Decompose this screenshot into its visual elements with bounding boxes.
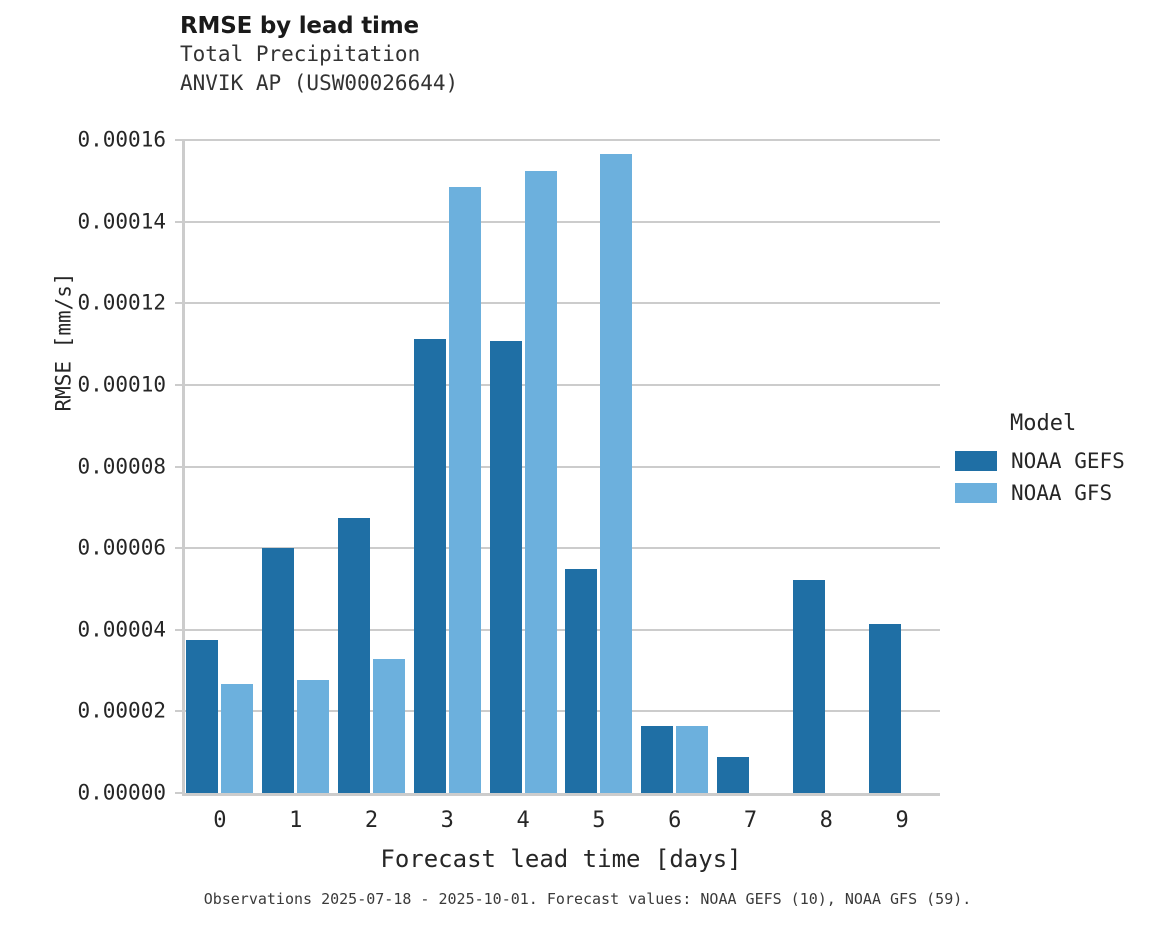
page-title: RMSE by lead time bbox=[180, 13, 419, 39]
bar-noaa-gefs-day-2[interactable] bbox=[338, 517, 370, 793]
footer-caption: Observations 2025-07-18 - 2025-10-01. Fo… bbox=[203, 890, 972, 908]
x-axis-line bbox=[182, 793, 940, 796]
x-axis-tick-label: 8 bbox=[819, 808, 833, 833]
legend-swatch-icon bbox=[955, 483, 997, 503]
x-axis-title: Forecast lead time [days] bbox=[380, 845, 742, 873]
x-axis-tick-label: 5 bbox=[592, 808, 606, 833]
plot-area bbox=[175, 139, 940, 796]
y-axis-tick-label: 0.00010 bbox=[77, 372, 166, 397]
x-axis-tick-label: 7 bbox=[743, 808, 758, 833]
x-axis-tick-label: 1 bbox=[289, 808, 303, 833]
y-axis-tick bbox=[175, 710, 182, 713]
y-axis-tick-label: 0.00014 bbox=[77, 209, 166, 234]
bar-noaa-gfs-day-3[interactable] bbox=[448, 187, 481, 793]
y-axis-tick bbox=[175, 139, 182, 141]
legend-item-label: NOAA GEFS bbox=[1011, 448, 1125, 473]
y-axis-tick-labels: 0.00016 0.00014 0.00012 0.00010 0.00008 0.000… bbox=[0, 129, 174, 803]
x-axis-tick-label: 4 bbox=[516, 808, 530, 833]
y-axis-tick-label: 0.00016 bbox=[77, 127, 166, 152]
bar-noaa-gfs-day-5[interactable] bbox=[600, 153, 633, 793]
bar-noaa-gefs-day-8[interactable] bbox=[792, 579, 825, 793]
y-axis-tick bbox=[175, 628, 182, 631]
y-axis-line bbox=[182, 139, 185, 796]
y-axis-tick bbox=[175, 547, 182, 550]
gridline bbox=[185, 628, 940, 631]
bar-noaa-gefs-day-1[interactable] bbox=[262, 548, 295, 793]
bar-noaa-gfs-day-0[interactable] bbox=[221, 684, 254, 793]
legend-item-label: NOAA GFS bbox=[1011, 480, 1113, 505]
bar-noaa-gefs-day-9[interactable] bbox=[868, 623, 901, 793]
legend-item[interactable]: NOAA GEFS bbox=[955, 446, 1175, 476]
y-axis-tick bbox=[175, 302, 182, 305]
y-axis-tick bbox=[175, 220, 182, 223]
gridline bbox=[185, 547, 940, 550]
y-axis-tick-label: 0.00006 bbox=[77, 535, 166, 560]
gridline bbox=[185, 302, 940, 305]
legend-title: Model bbox=[1010, 411, 1077, 436]
y-axis-tick bbox=[175, 383, 182, 386]
y-axis-tick-label: 0.00008 bbox=[77, 454, 166, 478]
bar-noaa-gfs-day-1[interactable] bbox=[297, 679, 330, 793]
y-axis-tick bbox=[175, 465, 182, 468]
chart-subtitle-variable: Total Precipitation bbox=[180, 42, 421, 66]
bar-noaa-gefs-day-6[interactable] bbox=[641, 726, 674, 793]
chart-subtitle-station: ANVIK AP (USW00026644) bbox=[180, 71, 459, 95]
legend: Model NOAA GEFS NOAA GFS bbox=[955, 410, 1175, 510]
x-axis-tick-label: 6 bbox=[668, 808, 682, 833]
x-axis-tick-label: 0 bbox=[213, 808, 227, 833]
bar-noaa-gefs-day-3[interactable] bbox=[413, 339, 446, 793]
legend-entries: NOAA GEFS NOAA GFS bbox=[955, 446, 1175, 508]
x-axis-tick-label: 3 bbox=[440, 808, 454, 833]
y-axis-tick bbox=[175, 792, 182, 794]
gridline bbox=[185, 220, 940, 223]
gridline bbox=[185, 465, 940, 468]
y-axis-tick-label: 0.00000 bbox=[77, 780, 166, 805]
y-axis-tick-label: 0.00004 bbox=[77, 617, 166, 642]
x-axis-tick-label: 9 bbox=[895, 808, 909, 833]
bar-noaa-gfs-day-4[interactable] bbox=[524, 171, 557, 793]
bar-noaa-gfs-day-6[interactable] bbox=[676, 725, 709, 793]
legend-swatch-icon bbox=[955, 451, 997, 471]
x-axis-tick-label: 2 bbox=[364, 808, 379, 833]
bar-noaa-gefs-day-5[interactable] bbox=[565, 568, 598, 793]
bar-noaa-gefs-day-7[interactable] bbox=[717, 757, 749, 793]
y-axis-tick-label: 0.00012 bbox=[77, 290, 166, 315]
x-axis-tick-labels: 0 1 2 3 4 5 6 7 8 9 bbox=[182, 808, 940, 838]
bar-noaa-gfs-day-2[interactable] bbox=[373, 658, 405, 793]
legend-item[interactable]: NOAA GFS bbox=[955, 478, 1175, 508]
gridline bbox=[185, 710, 940, 713]
title-block: RMSE by lead time Total Precipitation AN… bbox=[180, 12, 880, 98]
bar-noaa-gefs-day-0[interactable] bbox=[186, 639, 219, 793]
gridline bbox=[185, 383, 940, 386]
y-axis-tick-label: 0.00002 bbox=[77, 698, 166, 723]
bar-noaa-gefs-day-4[interactable] bbox=[489, 340, 522, 793]
gridline bbox=[185, 139, 940, 141]
